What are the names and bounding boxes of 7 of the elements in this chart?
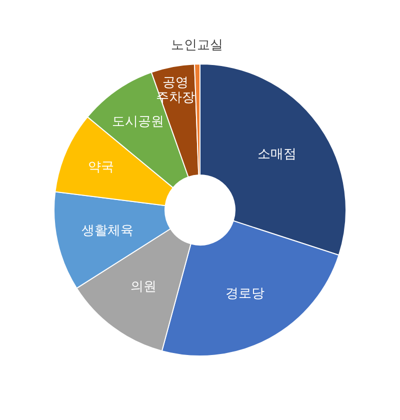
slice-label: 노인교실 [170, 38, 223, 54]
slice-label: 도시공원 [112, 114, 164, 130]
slice-label: 경로당 [226, 286, 265, 302]
slice-label: 의원 [130, 280, 157, 295]
slice-label: 생활체육 [81, 224, 134, 239]
slice-label: 약국 [88, 160, 114, 176]
slice-label: 소매점 [257, 147, 296, 162]
